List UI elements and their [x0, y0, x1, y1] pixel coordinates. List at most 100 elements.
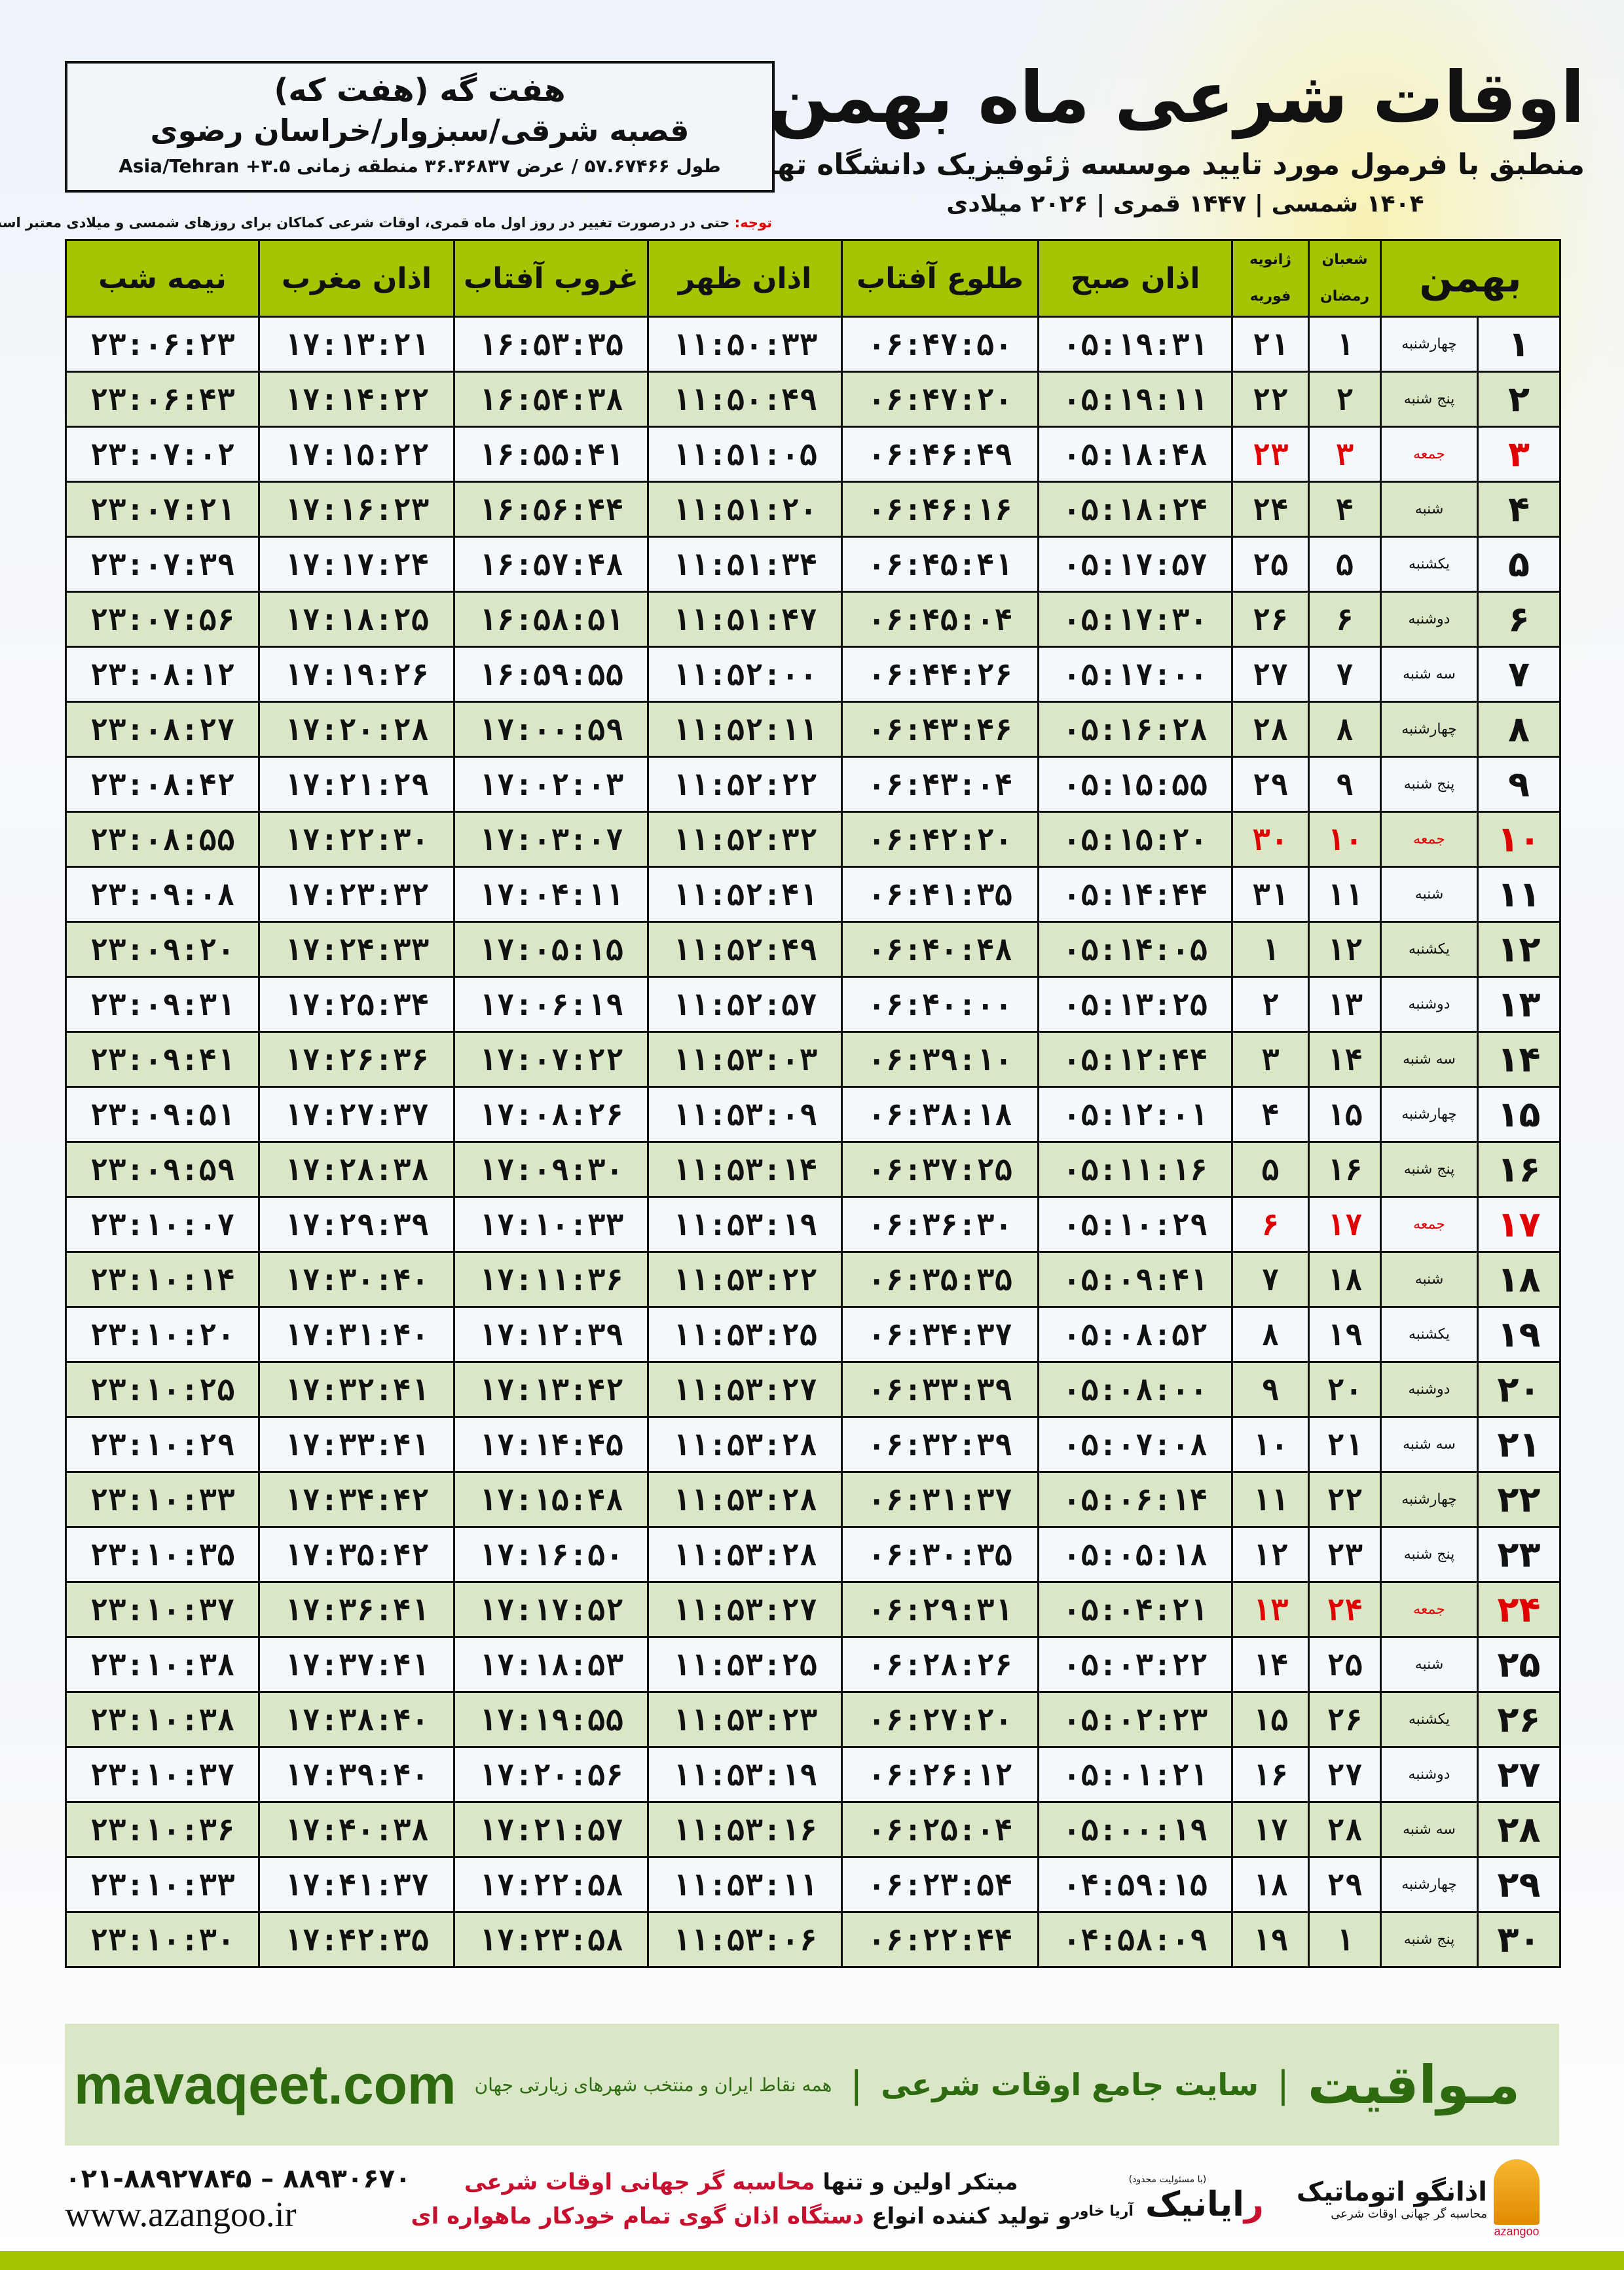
cell-midnight: ۲۳:۰۸:۲۷ — [65, 701, 260, 758]
cell-day: ۸ — [1477, 701, 1562, 758]
cell-sunrise: ۰۶:۲۵:۰۴ — [841, 1801, 1039, 1858]
mavaqeet-logo: مـواقیت — [1307, 2054, 1520, 2115]
cell-weekday: پنج شنبه — [1379, 756, 1479, 813]
cell-midnight: ۲۳:۰۹:۲۰ — [65, 921, 260, 978]
cell-weekday: پنج شنبه — [1379, 371, 1479, 428]
table-row: ۲۶ یکشنبه ۲۶ ۱۵ ۰۵:۰۲:۲۳ ۰۶:۲۷:۲۰ ۱۱:۵۳:۲۳ ۱۷:۱… — [65, 1691, 1562, 1748]
cell-maghrib: ۱۷:۲۸:۳۸ — [258, 1141, 455, 1198]
table-row: ۲۷ دوشنبه ۲۷ ۱۶ ۰۵:۰۱:۲۱ ۰۶:۲۶:۱۲ ۱۱:۵۳:۱۹ ۱۷:۲… — [65, 1746, 1562, 1803]
cell-weekday: سه شنبه — [1379, 646, 1479, 703]
cell-sunrise: ۰۶:۴۳:۴۶ — [841, 701, 1039, 758]
cell-fajr: ۰۵:۱۶:۲۸ — [1037, 701, 1233, 758]
header-hijri-top: شعبان — [1321, 251, 1368, 268]
cell-dhuhr: ۱۱:۵۳:۱۹ — [647, 1746, 843, 1803]
date-line: ۱۴۰۴ شمسی | ۱۴۴۷ قمری | ۲۰۲۶ میلادی — [946, 191, 1424, 217]
cell-day: ۲۲ — [1477, 1471, 1562, 1528]
cell-weekday: چهارشنبه — [1379, 316, 1479, 373]
cell-midnight: ۲۳:۰۹:۳۱ — [65, 976, 260, 1033]
cell-weekday: دوشنبه — [1379, 976, 1479, 1033]
cell-maghrib: ۱۷:۲۳:۳۲ — [258, 866, 455, 923]
cell-sunrise: ۰۶:۴۰:۴۸ — [841, 921, 1039, 978]
cell-gregorian-day: ۲۶ — [1231, 591, 1310, 648]
cell-sunset: ۱۷:۰۲:۰۳ — [453, 756, 649, 813]
cell-maghrib: ۱۷:۲۲:۳۰ — [258, 811, 455, 868]
cell-midnight: ۲۳:۱۰:۳۷ — [65, 1581, 260, 1638]
cell-midnight: ۲۳:۰۸:۱۲ — [65, 646, 260, 703]
header-dhuhr: اذان ظهر — [647, 239, 843, 318]
cell-hijri-day: ۱۸ — [1308, 1251, 1382, 1308]
azangoo-logo: azangoo اذانگو اتوماتیک محاسبه گر جهانی … — [1297, 2159, 1540, 2239]
cell-gregorian-day: ۱۵ — [1231, 1691, 1310, 1748]
rayanik-side: آریا خاور — [1071, 2203, 1134, 2220]
table-row: ۱۵ چهارشنبه ۱۵ ۴ ۰۵:۱۲:۰۱ ۰۶:۳۸:۱۸ ۱۱:۵۳:۰۹ ۱۷:… — [65, 1086, 1562, 1143]
cell-sunrise: ۰۶:۳۳:۳۹ — [841, 1361, 1039, 1418]
cell-weekday: سه شنبه — [1379, 1801, 1479, 1858]
table-row: ۲ پنج شنبه ۲ ۲۲ ۰۵:۱۹:۱۱ ۰۶:۴۷:۲۰ ۱۱:۵۰:۴۹ ۱۶:۵… — [65, 371, 1562, 428]
cell-maghrib: ۱۷:۳۵:۴۲ — [258, 1526, 455, 1583]
cell-fajr: ۰۵:۱۴:۰۵ — [1037, 921, 1233, 978]
table-row: ۵ یکشنبه ۵ ۲۵ ۰۵:۱۷:۵۷ ۰۶:۴۵:۴۱ ۱۱:۵۱:۳۴ ۱۶:۵۷:… — [65, 536, 1562, 593]
table-row: ۶ دوشنبه ۶ ۲۶ ۰۵:۱۷:۳۰ ۰۶:۴۵:۰۴ ۱۱:۵۱:۴۷ ۱۶:۵۸:… — [65, 591, 1562, 648]
cell-sunrise: ۰۶:۳۱:۳۷ — [841, 1471, 1039, 1528]
cell-maghrib: ۱۷:۱۸:۲۵ — [258, 591, 455, 648]
cell-maghrib: ۱۷:۲۱:۲۹ — [258, 756, 455, 813]
note: توجه: حتی در درصورت تغییر در روز اول ماه… — [0, 215, 772, 231]
cell-fajr: ۰۴:۵۹:۱۵ — [1037, 1856, 1233, 1913]
cell-fajr: ۰۵:۰۳:۲۲ — [1037, 1636, 1233, 1693]
cell-maghrib: ۱۷:۱۹:۲۶ — [258, 646, 455, 703]
cell-sunset: ۱۶:۵۹:۵۵ — [453, 646, 649, 703]
cell-weekday: شنبه — [1379, 1251, 1479, 1308]
cell-sunset: ۱۷:۱۰:۳۳ — [453, 1196, 649, 1253]
cell-hijri-day: ۱۷ — [1308, 1196, 1382, 1253]
cell-gregorian-day: ۷ — [1231, 1251, 1310, 1308]
cell-dhuhr: ۱۱:۵۳:۲۷ — [647, 1361, 843, 1418]
location-box: هفت گه (هفت که) قصبه شرقی/سبزوار/خراسان … — [65, 61, 775, 193]
cell-gregorian-day: ۲۲ — [1231, 371, 1310, 428]
cell-day: ۱۳ — [1477, 976, 1562, 1033]
cell-gregorian-day: ۱۰ — [1231, 1416, 1310, 1473]
cell-dhuhr: ۱۱:۵۲:۲۲ — [647, 756, 843, 813]
cell-sunset: ۱۷:۰۷:۲۲ — [453, 1031, 649, 1088]
cell-dhuhr: ۱۱:۵۲:۳۲ — [647, 811, 843, 868]
sites-description: همه نقاط ایران و منتخب شهرهای زیارتی جها… — [474, 2074, 832, 2096]
cell-sunset: ۱۷:۰۶:۱۹ — [453, 976, 649, 1033]
cell-sunrise: ۰۶:۴۵:۰۴ — [841, 591, 1039, 648]
mavaqeet-banner: مـواقیت | سایت جامع اوقات شرعی | همه نقا… — [65, 2024, 1559, 2146]
cell-midnight: ۲۳:۱۰:۳۳ — [65, 1856, 260, 1913]
cell-maghrib: ۱۷:۴۲:۳۵ — [258, 1911, 455, 1968]
page-title: اوقات شرعی ماه بهمن — [769, 57, 1585, 139]
table-row: ۲۸ سه شنبه ۲۸ ۱۷ ۰۵:۰۰:۱۹ ۰۶:۲۵:۰۴ ۱۱:۵۳:۱۶ ۱۷:… — [65, 1801, 1562, 1858]
header-fajr: اذان صبح — [1037, 239, 1233, 318]
mavaqeet-url[interactable]: mavaqeet.com — [73, 2053, 456, 2115]
cell-maghrib: ۱۷:۴۰:۳۸ — [258, 1801, 455, 1858]
cell-hijri-day: ۲۹ — [1308, 1856, 1382, 1913]
cell-sunrise: ۰۶:۴۲:۲۰ — [841, 811, 1039, 868]
cell-midnight: ۲۳:۰۹:۴۱ — [65, 1031, 260, 1088]
cell-sunset: ۱۷:۱۹:۵۵ — [453, 1691, 649, 1748]
cell-day: ۱۶ — [1477, 1141, 1562, 1198]
cell-weekday: سه شنبه — [1379, 1416, 1479, 1473]
cell-dhuhr: ۱۱:۵۳:۰۳ — [647, 1031, 843, 1088]
cell-sunset: ۱۷:۰۳:۰۷ — [453, 811, 649, 868]
cell-maghrib: ۱۷:۱۳:۲۱ — [258, 316, 455, 373]
cell-gregorian-day: ۸ — [1231, 1306, 1310, 1363]
cell-fajr: ۰۵:۰۰:۱۹ — [1037, 1801, 1233, 1858]
cell-dhuhr: ۱۱:۵۲:۱۱ — [647, 701, 843, 758]
azangoo-url[interactable]: www.azangoo.ir — [65, 2194, 297, 2234]
cell-weekday: چهارشنبه — [1379, 1856, 1479, 1913]
cell-sunrise: ۰۶:۳۸:۱۸ — [841, 1086, 1039, 1143]
table-row: ۱۸ شنبه ۱۸ ۷ ۰۵:۰۹:۴۱ ۰۶:۳۵:۳۵ ۱۱:۵۳:۲۲ ۱۷:۱۱:۳… — [65, 1251, 1562, 1308]
cell-dhuhr: ۱۱:۵۳:۲۷ — [647, 1581, 843, 1638]
cell-sunset: ۱۷:۲۳:۵۸ — [453, 1911, 649, 1968]
cell-weekday: دوشنبه — [1379, 591, 1479, 648]
cell-fajr: ۰۵:۱۲:۰۱ — [1037, 1086, 1233, 1143]
cell-sunset: ۱۶:۵۸:۵۱ — [453, 591, 649, 648]
cell-fajr: ۰۵:۰۸:۵۲ — [1037, 1306, 1233, 1363]
rayanik-tiny: (با مسئولیت محدود) — [1128, 2174, 1207, 2185]
cell-dhuhr: ۱۱:۵۱:۳۴ — [647, 536, 843, 593]
cell-weekday: شنبه — [1379, 481, 1479, 538]
cell-dhuhr: ۱۱:۵۰:۴۹ — [647, 371, 843, 428]
cell-sunrise: ۰۶:۴۷:۵۰ — [841, 316, 1039, 373]
cell-sunrise: ۰۶:۳۰:۳۵ — [841, 1526, 1039, 1583]
cell-sunrise: ۰۶:۲۹:۳۱ — [841, 1581, 1039, 1638]
